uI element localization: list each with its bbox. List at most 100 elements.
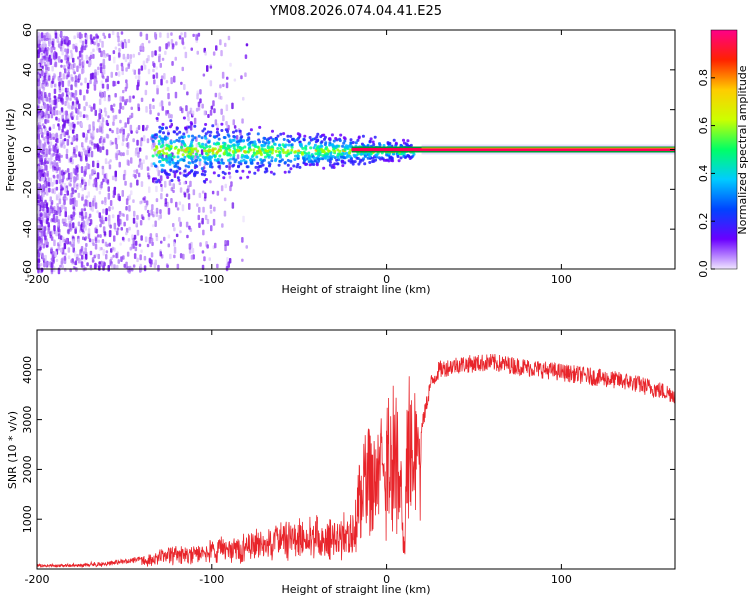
heatmap-band-cell bbox=[165, 126, 168, 130]
heatmap-cell bbox=[118, 109, 121, 114]
heatmap-band-cell bbox=[349, 148, 353, 152]
heatmap-band-cell bbox=[171, 160, 175, 164]
heatmap-cell bbox=[149, 233, 153, 239]
heatmap-band-cell bbox=[205, 162, 209, 166]
heatmap-band-cell bbox=[342, 141, 346, 145]
heatmap-cell bbox=[183, 192, 187, 198]
heatmap-cell bbox=[129, 182, 133, 188]
heatmap-cell bbox=[161, 57, 165, 61]
heatmap-band-cell bbox=[261, 140, 265, 144]
heatmap-band-cell bbox=[303, 151, 307, 155]
heatmap-band-cell bbox=[321, 154, 325, 158]
heatmap-cell bbox=[63, 120, 66, 127]
heatmap-band-cell bbox=[295, 165, 299, 169]
heatmap-cell bbox=[93, 178, 97, 185]
heatmap-band-cell bbox=[160, 126, 164, 130]
heatmap-cell bbox=[55, 132, 58, 138]
heatmap-cell bbox=[40, 230, 44, 234]
heatmap-band-cell bbox=[270, 145, 274, 149]
heatmap-cell bbox=[76, 183, 79, 187]
heatmap-band-cell bbox=[264, 141, 268, 145]
heatmap-cell bbox=[168, 113, 171, 119]
heatmap-cell bbox=[199, 89, 202, 95]
heatmap-cell bbox=[37, 266, 40, 273]
heatmap-cell bbox=[86, 60, 89, 64]
heatmap-y-tick-label: -60 bbox=[21, 260, 34, 278]
heatmap-cell bbox=[167, 207, 171, 215]
heatmap-band-cell bbox=[392, 138, 396, 142]
heatmap-band-cell bbox=[282, 132, 286, 136]
heatmap-cell bbox=[143, 265, 147, 272]
heatmap-cell bbox=[227, 261, 230, 268]
heatmap-cell bbox=[55, 186, 59, 191]
snr-x-tick-label: 0 bbox=[383, 573, 390, 586]
heatmap-cell bbox=[78, 103, 81, 110]
heatmap-cell bbox=[43, 72, 47, 79]
heatmap-cell bbox=[186, 234, 189, 239]
heatmap-cell bbox=[39, 247, 42, 251]
heatmap-cell bbox=[57, 242, 60, 247]
snr-x-tick-label: 100 bbox=[551, 573, 572, 586]
heatmap-band-cell bbox=[349, 138, 353, 142]
heatmap-cell bbox=[110, 104, 113, 111]
heatmap-cell bbox=[48, 132, 51, 139]
heatmap-cell bbox=[166, 264, 169, 268]
heatmap-band-cell bbox=[279, 146, 283, 150]
heatmap-band-cell bbox=[190, 169, 193, 173]
heatmap-cell bbox=[45, 153, 48, 157]
heatmap-band-cell bbox=[152, 177, 156, 181]
heatmap-band-cell bbox=[309, 138, 313, 142]
heatmap-cell bbox=[231, 202, 235, 209]
heatmap-band-cell bbox=[308, 136, 312, 139]
heatmap-cell bbox=[69, 183, 72, 187]
heatmap-cell bbox=[43, 35, 46, 41]
heatmap-band-cell bbox=[200, 136, 204, 140]
heatmap-band-cell bbox=[155, 153, 159, 157]
heatmap-cell bbox=[73, 125, 76, 129]
heatmap-cell bbox=[50, 230, 53, 237]
heatmap-cell bbox=[147, 68, 151, 75]
heatmap-cell bbox=[123, 221, 126, 227]
heatmap-band-cell bbox=[252, 148, 256, 152]
heatmap-cell bbox=[174, 56, 177, 61]
heatmap-cell bbox=[236, 154, 240, 160]
heatmap-cell bbox=[55, 258, 59, 262]
heatmap-cell bbox=[61, 98, 64, 105]
heatmap-cell bbox=[86, 114, 89, 121]
heatmap-cell bbox=[98, 113, 102, 120]
heatmap-cell bbox=[97, 42, 100, 47]
heatmap-cell bbox=[91, 141, 94, 146]
heatmap-band-cell bbox=[316, 132, 320, 136]
heatmap-band-cell bbox=[341, 144, 345, 148]
heatmap-cell bbox=[126, 53, 130, 60]
heatmap-cell bbox=[37, 129, 40, 133]
heatmap-cell bbox=[88, 124, 91, 131]
heatmap-cell bbox=[109, 159, 112, 163]
heatmap-cell bbox=[145, 155, 148, 160]
heatmap-cell bbox=[57, 209, 61, 215]
heatmap-cell bbox=[118, 161, 121, 168]
heatmap-cell bbox=[106, 75, 109, 83]
heatmap-cell bbox=[240, 75, 243, 80]
heatmap-cell bbox=[108, 242, 111, 247]
heatmap-band-cell bbox=[204, 132, 208, 136]
heatmap-cell bbox=[112, 194, 115, 198]
heatmap-band-cell bbox=[338, 149, 342, 153]
heatmap-cell bbox=[121, 42, 125, 49]
heatmap-cell bbox=[201, 217, 204, 225]
heatmap-cell bbox=[143, 64, 147, 70]
heatmap-cell bbox=[59, 31, 63, 37]
heatmap-cell bbox=[127, 62, 131, 68]
heatmap-cell bbox=[81, 214, 84, 222]
heatmap-cell bbox=[179, 187, 183, 193]
heatmap-cell bbox=[112, 115, 116, 122]
heatmap-cell bbox=[51, 41, 54, 45]
heatmap-cell bbox=[137, 125, 141, 130]
heatmap-cell bbox=[53, 166, 57, 171]
heatmap-cell bbox=[181, 66, 184, 72]
heatmap-band-cell bbox=[316, 139, 320, 143]
heatmap-cell bbox=[142, 60, 146, 66]
heatmap-band-cell bbox=[198, 158, 202, 162]
heatmap-cell bbox=[83, 185, 87, 191]
heatmap-cell bbox=[54, 167, 57, 171]
